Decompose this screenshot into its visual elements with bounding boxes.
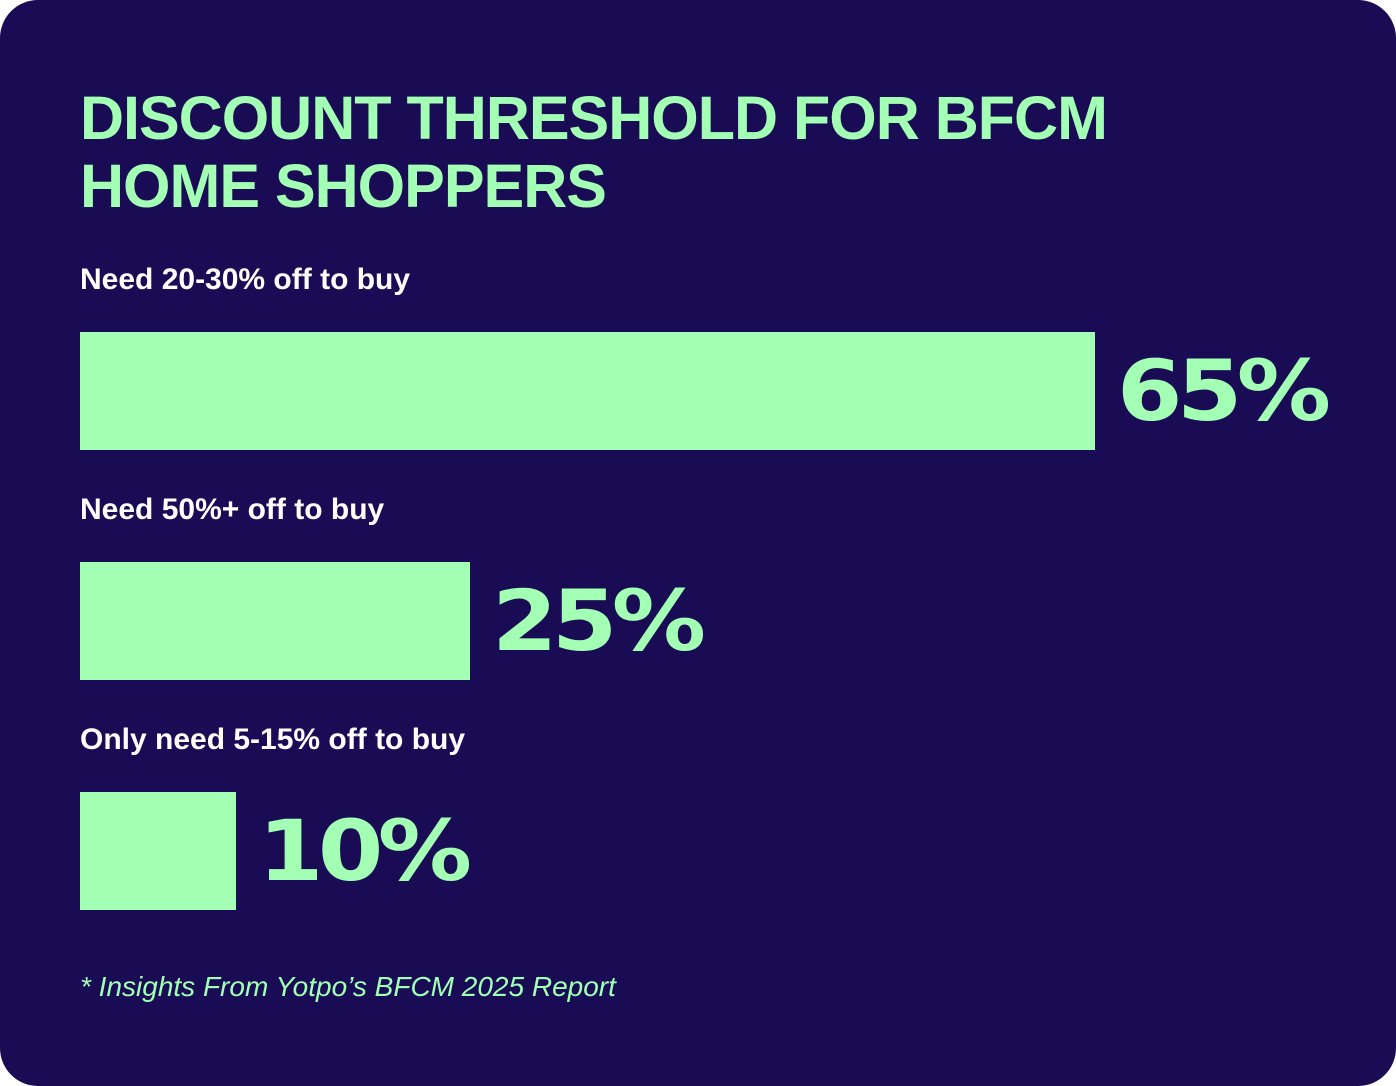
bar-label-only-5-15: Only need 5-15% off to buy bbox=[80, 723, 466, 756]
bar-need-50-plus bbox=[80, 562, 470, 680]
bar-only-5-15 bbox=[80, 792, 236, 910]
source-footnote: * Insights From Yotpo’s BFCM 2025 Report bbox=[80, 971, 616, 1002]
bar-label-need-50-plus: Need 50%+ off to buy bbox=[80, 493, 385, 526]
bar-value-only-5-15: 10% bbox=[258, 802, 472, 900]
bar-value-need-20-30: 65% bbox=[1117, 342, 1331, 440]
bar-label-need-20-30: Need 20-30% off to buy bbox=[80, 263, 411, 296]
bar-value-need-50-plus: 25% bbox=[492, 572, 706, 670]
chart-title: DISCOUNT THRESHOLD FOR BFCM HOME SHOPPER… bbox=[80, 84, 1108, 220]
bar-need-20-30 bbox=[80, 332, 1095, 450]
